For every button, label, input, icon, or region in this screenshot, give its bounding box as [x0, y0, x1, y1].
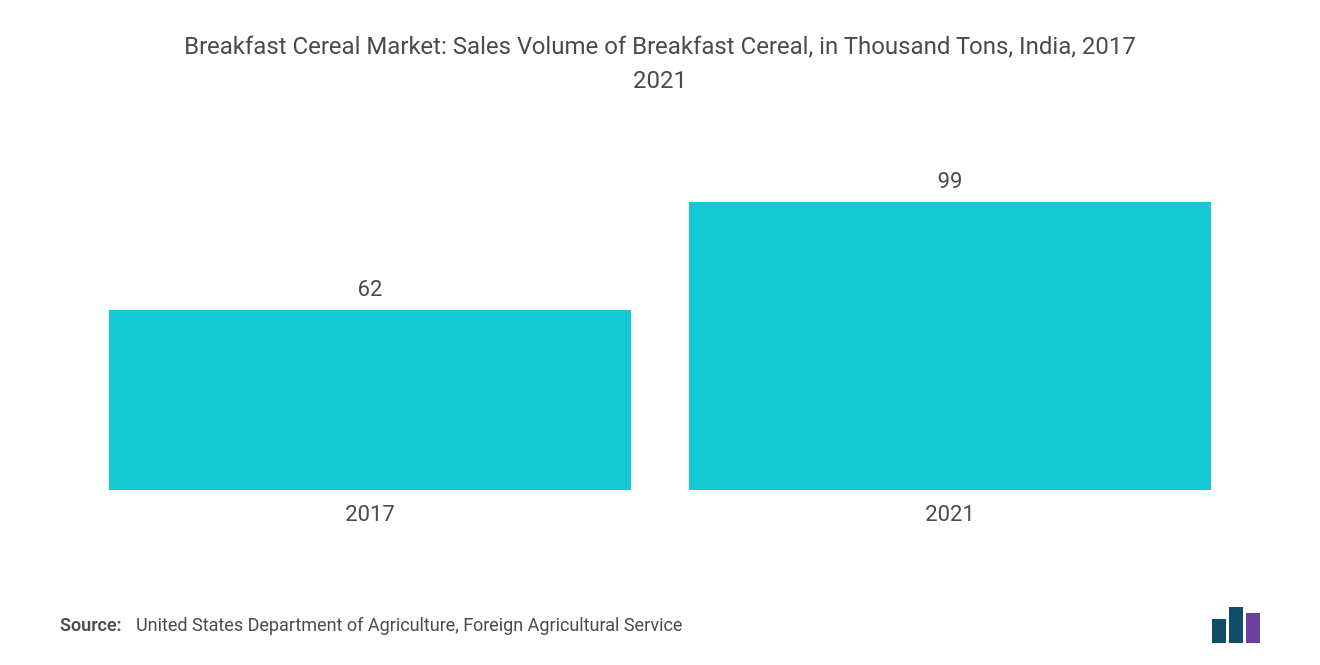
- bar-1: [689, 202, 1211, 490]
- bar-0: [109, 310, 631, 490]
- chart-container: Breakfast Cereal Market: Sales Volume of…: [0, 0, 1320, 665]
- source-text: Source: United States Department of Agri…: [60, 615, 682, 636]
- chart-title-line2: 2021: [633, 66, 687, 94]
- source-label: Source:: [60, 615, 122, 636]
- logo-bar-icon: [1229, 607, 1243, 643]
- source-row: Source: United States Department of Agri…: [60, 607, 1260, 643]
- chart-title-line1: Breakfast Cereal Market: Sales Volume of…: [184, 32, 1136, 60]
- bar-label-1: 2021: [925, 502, 974, 527]
- bar-label-0: 2017: [345, 502, 394, 527]
- chart-title: Breakfast Cereal Market: Sales Volume of…: [60, 30, 1260, 97]
- bar-group-1: 99 2021: [689, 127, 1211, 527]
- logo-bar-icon: [1246, 613, 1260, 643]
- bar-value-1: 99: [938, 169, 963, 194]
- bar-group-0: 62 2017: [109, 127, 631, 527]
- logo-bar-icon: [1212, 619, 1226, 643]
- plot-area: 62 2017 99 2021: [60, 127, 1260, 527]
- bar-value-0: 62: [358, 277, 383, 302]
- brand-logo-icon: [1212, 607, 1260, 643]
- source-value: United States Department of Agriculture,…: [136, 615, 682, 636]
- bars-row: 62 2017 99 2021: [60, 127, 1260, 527]
